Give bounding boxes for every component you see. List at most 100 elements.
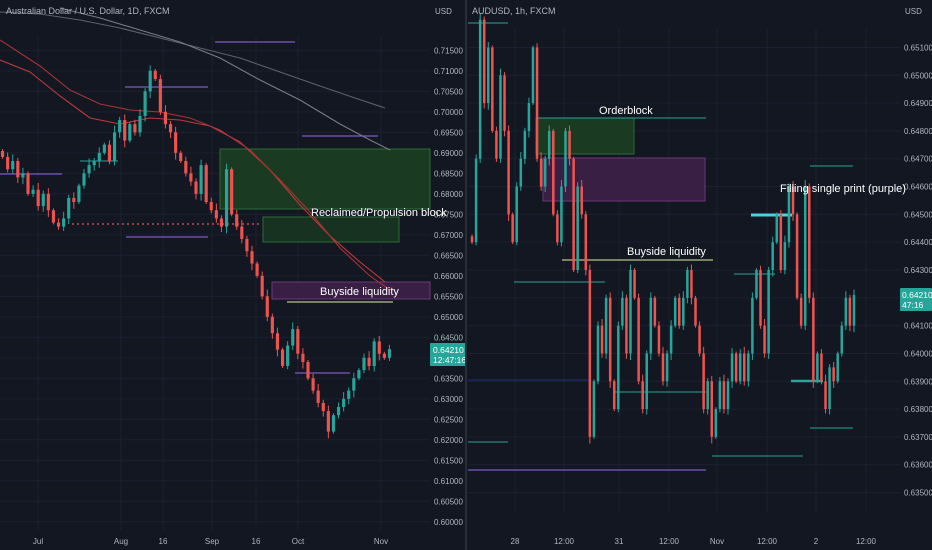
candle-body	[168, 124, 173, 133]
candle-body	[580, 186, 583, 215]
candle-body	[255, 263, 259, 276]
candle-body	[51, 210, 56, 223]
candle-body	[592, 381, 596, 437]
candle-body	[698, 325, 701, 354]
y-tick-label: 0.64100	[904, 322, 932, 331]
candle-body	[604, 297, 608, 354]
candle-body	[759, 270, 762, 326]
candle-body	[82, 173, 86, 186]
right-chart-pane[interactable]: 0.65100 0.65000 0.64900 0.64800 0.64700 0.646…	[468, 6, 932, 546]
candle-body	[686, 270, 689, 298]
candle-body	[714, 409, 718, 437]
y-tick-label: 0.64500	[904, 210, 932, 219]
candle-body	[123, 120, 127, 141]
left-time-axis: Jul Aug 16 Sep 16 Oct Nov	[33, 537, 388, 546]
left-moving-averages	[0, 7, 391, 291]
ma-grey-2	[59, 7, 391, 151]
candle-body	[260, 275, 264, 297]
candle-body	[564, 130, 567, 187]
right-currency-label: USD	[905, 7, 922, 16]
candle-body	[694, 297, 697, 326]
candle-body	[791, 186, 795, 215]
y-tick-label: 0.62500	[434, 415, 463, 424]
x-tick-label: 12:00	[757, 537, 778, 546]
y-tick-label: 0.64800	[904, 127, 932, 136]
candle-body	[617, 325, 620, 410]
candle-body	[584, 214, 588, 270]
x-tick-label: Aug	[114, 537, 128, 546]
candle-body	[174, 132, 178, 153]
candle-body	[41, 193, 45, 207]
candle-body	[661, 353, 665, 382]
candle-body	[665, 353, 669, 382]
candle-body	[832, 367, 835, 382]
candle-body	[478, 19, 482, 159]
candle-body	[503, 75, 506, 131]
candle-body	[163, 111, 168, 125]
candle-body	[92, 161, 96, 166]
candle-body	[240, 226, 244, 239]
candle-body	[682, 297, 685, 326]
candle-body	[568, 130, 571, 159]
candle-body	[367, 357, 371, 367]
candle-body	[270, 316, 274, 334]
left-chart-pane[interactable]: 0.71500 0.71000 0.70500 0.70000 0.69500 0.690…	[0, 6, 466, 546]
x-tick-label: Oct	[292, 537, 305, 546]
candle-body	[816, 353, 819, 382]
candle-body	[507, 130, 510, 215]
candle-body	[783, 242, 787, 270]
candle-body	[499, 75, 502, 159]
y-tick-label: 0.63500	[904, 489, 932, 498]
candle-body	[11, 161, 15, 170]
candle-body	[718, 381, 722, 410]
candle-body	[377, 341, 381, 354]
candle-body	[102, 144, 106, 153]
candle-body	[669, 325, 673, 354]
orderblock-annotation: Orderblock	[599, 105, 653, 117]
left-chart-title: Australian Dollar / U.S. Dollar, 1D, FXC…	[6, 6, 170, 16]
buyside-liquidity-zone-left	[271, 281, 431, 300]
candle-body	[382, 353, 386, 358]
candle-body	[556, 214, 559, 243]
candle-body	[625, 297, 628, 354]
candle-body	[265, 296, 269, 317]
candle-body	[637, 297, 640, 382]
y-tick-label: 0.61500	[434, 456, 463, 465]
candle-body	[224, 169, 229, 227]
y-tick-label: 0.71500	[434, 46, 463, 55]
y-tick-label: 0.65000	[434, 313, 463, 322]
x-tick-label: 12:00	[554, 537, 575, 546]
x-tick-label: 31	[615, 537, 624, 546]
candle-body	[46, 193, 50, 211]
right-horizontal-lines	[468, 22, 853, 471]
y-tick-label: 0.65000	[904, 71, 932, 80]
candle-body	[387, 349, 392, 358]
candle-body	[552, 130, 555, 215]
candle-body	[576, 186, 579, 270]
candle-body	[179, 152, 183, 162]
candle-body	[470, 236, 474, 243]
y-tick-label: 0.64000	[904, 349, 932, 358]
candle-body	[495, 130, 498, 159]
right-price-tag: 0.64210 47:16	[900, 288, 932, 311]
candle-body	[112, 132, 117, 162]
candle-body	[539, 158, 543, 187]
y-tick-label: 0.68000	[434, 190, 463, 199]
y-tick-label: 0.66500	[434, 251, 463, 260]
y-tick-label: 0.64600	[904, 183, 932, 192]
candle-body	[812, 297, 815, 382]
y-tick-label: 0.70000	[434, 108, 463, 117]
right-time-axis: 28 12:00 31 12:00 Nov 12:00 2 12:00	[511, 537, 877, 546]
candle-body	[133, 124, 137, 133]
candle-body	[767, 270, 770, 354]
buyside-annotation-left: Buyside liquidity	[320, 286, 399, 298]
candle-body	[286, 345, 290, 367]
candle-body	[743, 353, 746, 382]
candle-body	[840, 325, 844, 354]
x-tick-label: Sep	[205, 537, 220, 546]
candle-body	[515, 186, 518, 243]
candle-body	[828, 367, 831, 410]
y-tick-label: 0.61000	[434, 477, 463, 486]
y-tick-label: 0.65100	[904, 43, 932, 52]
reclaimed-inner-zone	[262, 216, 400, 243]
